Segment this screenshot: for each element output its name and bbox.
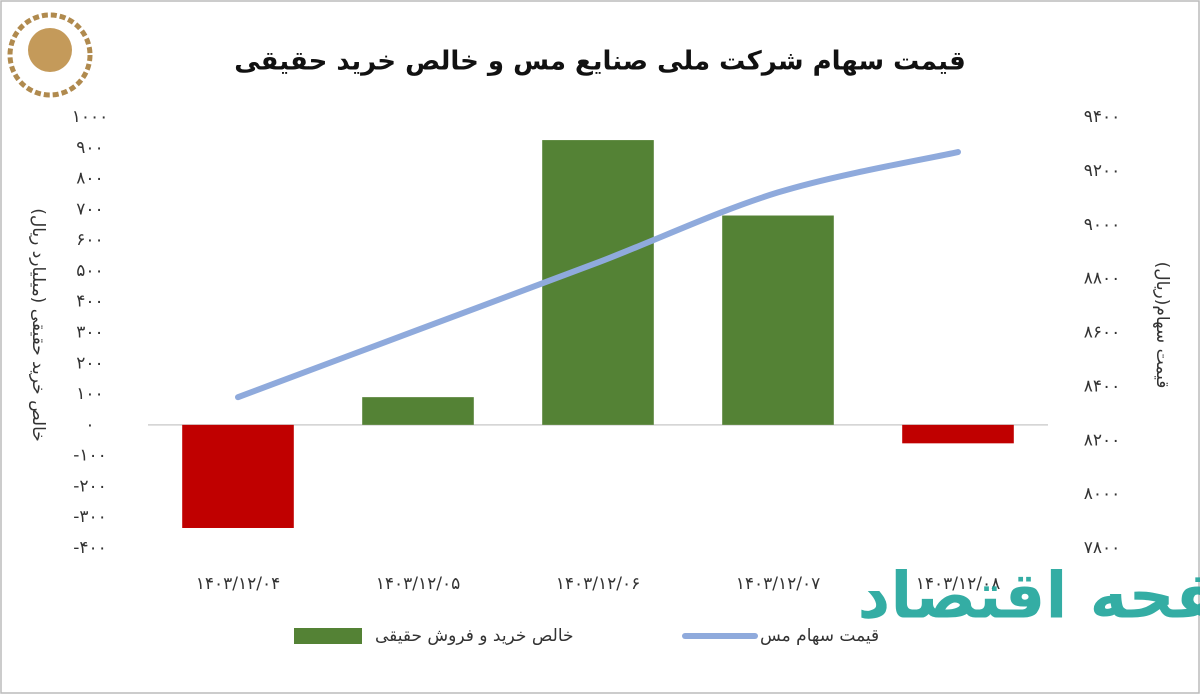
y-tick-label: ۷۰۰	[76, 199, 103, 219]
y2-tick-label: ۹۰۰۰	[1084, 215, 1121, 235]
y2-axis-title: قیمت سهام(ریال)	[1152, 262, 1172, 389]
y2-tick-label: ۸۲۰۰	[1084, 430, 1121, 450]
y-tick-label: -۲۰۰	[73, 476, 107, 496]
x-tick-label: ۱۴۰۳/۱۲/۰۵	[376, 574, 461, 594]
y2-tick-label: ۸۰۰۰	[1084, 484, 1121, 504]
y-tick-label: -۱۰۰	[73, 446, 107, 466]
bar	[722, 215, 834, 425]
watermark: صفحه اقتصاد	[857, 560, 1200, 634]
y-tick-label: ۱۰۰۰	[72, 107, 109, 127]
y2-tick-label: ۹۴۰۰	[1084, 107, 1121, 127]
y2-tick-label: ۹۲۰۰	[1084, 161, 1121, 181]
y-tick-label: ۶۰۰	[76, 230, 103, 250]
y2-tick-label: ۷۸۰۰	[1084, 538, 1121, 558]
y-tick-label: ۴۰۰	[76, 292, 103, 312]
y-tick-label: ۵۰۰	[76, 261, 103, 281]
legend-label: خالص خرید و فروش حقیقی	[375, 626, 574, 646]
x-tick-label: ۱۴۰۳/۱۲/۰۷	[736, 574, 821, 594]
line	[235, 149, 961, 401]
y-tick-label: ۹۰۰	[76, 138, 103, 158]
x-tick-label: ۱۴۰۳/۱۲/۰۸	[916, 574, 1001, 594]
y-axis-title: خالص خرید حقیقی (میلیارد ریال)	[28, 208, 48, 442]
chart-title: قیمت سهام شرکت ملی صنایع مس و خالص خرید …	[234, 47, 966, 77]
y2-tick-label: ۸۴۰۰	[1084, 376, 1121, 396]
y-tick-label: -۳۰۰	[73, 507, 107, 527]
x-tick-label: ۱۴۰۳/۱۲/۰۴	[196, 574, 281, 594]
y-tick-label: ۱۰۰	[76, 384, 103, 404]
bar	[182, 424, 294, 528]
y-tick-label: -۴۰۰	[73, 538, 107, 558]
y-tick-label: ۲۰۰	[76, 353, 103, 373]
logo	[7, 12, 93, 98]
bar	[362, 397, 474, 425]
x-tick-label: ۱۴۰۳/۱۲/۰۶	[556, 574, 641, 594]
y-tick-label: ۸۰۰	[76, 169, 103, 189]
y-tick-label: ۳۰۰	[76, 323, 103, 343]
y2-tick-label: ۸۸۰۰	[1084, 269, 1121, 289]
bar	[902, 424, 1014, 444]
legend-label: قیمت سهام مس	[760, 626, 879, 646]
y-tick-label: ۰	[85, 415, 94, 435]
y2-tick-label: ۸۶۰۰	[1084, 323, 1121, 343]
legend-swatch	[294, 628, 362, 644]
bar	[542, 140, 654, 425]
